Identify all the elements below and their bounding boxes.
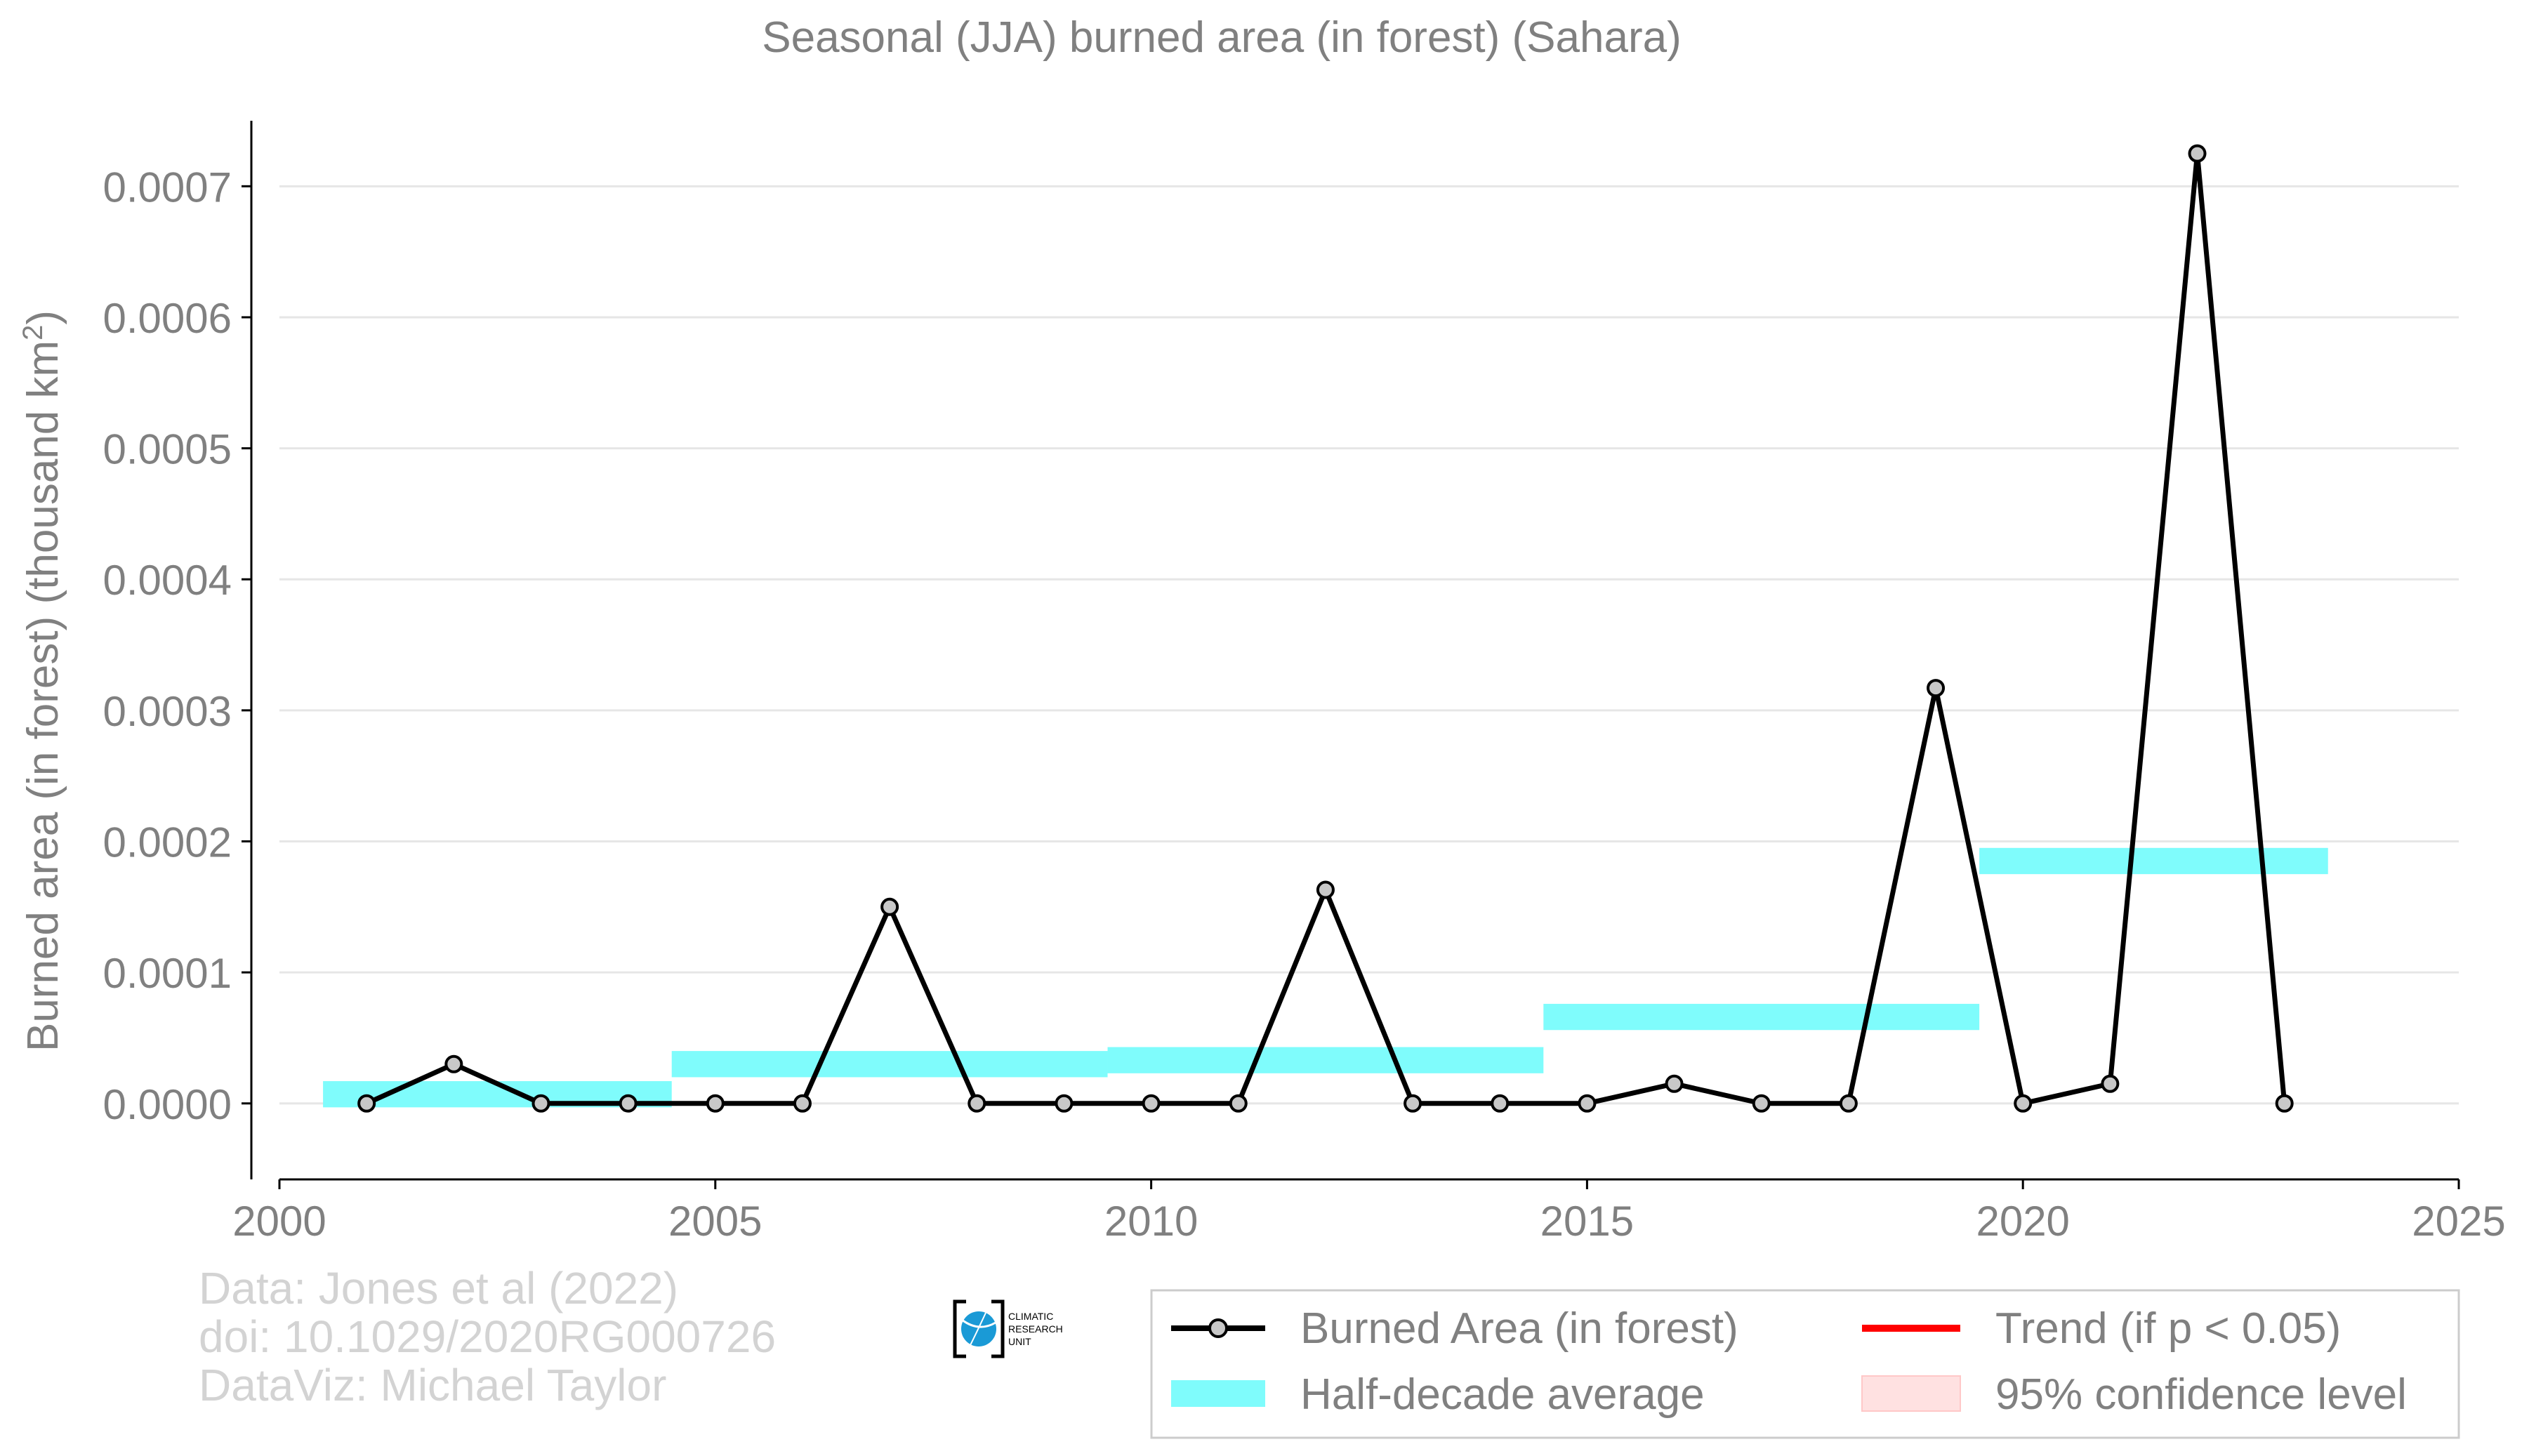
data-point (1665, 1074, 1684, 1093)
legend-frame (1150, 1289, 2460, 1439)
data-point (2101, 1074, 2120, 1093)
data-point (531, 1094, 550, 1113)
logo-text-2: RESEARCH (1008, 1323, 1063, 1335)
x-tick-label: 2000 (232, 1198, 326, 1245)
y-tick-label: 0.0001 (103, 950, 232, 997)
x-axis-ticks: 2000 2005 2010 2015 2020 2025 (232, 1179, 2506, 1245)
series-line (365, 153, 2287, 1106)
x-tick-label: 2025 (2412, 1198, 2505, 1245)
legend-label-trend: Trend (if p < 0.05) (1995, 1304, 2341, 1353)
data-point (444, 1054, 463, 1073)
data-point (357, 1094, 376, 1113)
source-credits: Data: Jones et al (2022) doi: 10.1029/20… (199, 1263, 776, 1410)
legend-entry-burned-area: Burned Area (in forest) (1171, 1304, 1738, 1353)
data-point (1839, 1094, 1858, 1113)
y-tick-label: 0.0005 (103, 426, 232, 473)
data-point (1404, 1094, 1422, 1113)
y-tick-label: 0.0006 (103, 295, 232, 342)
half-decade-bands (323, 847, 2328, 1108)
data-point (1927, 679, 1946, 698)
y-tick-label: 0.0004 (103, 557, 232, 604)
data-point (1055, 1094, 1074, 1113)
data-point (1142, 1094, 1161, 1113)
legend-entry-confidence: 95% confidence level (1861, 1370, 2407, 1419)
data-point (793, 1094, 812, 1113)
data-point (880, 897, 899, 916)
data-point (2188, 144, 2207, 163)
y-tick-label: 0.0003 (103, 688, 232, 735)
chart-title: Seasonal (JJA) burned area (in forest) (… (762, 13, 1682, 62)
data-point (1316, 880, 1335, 899)
half-decade-band (1543, 1003, 1980, 1031)
data-point (2275, 1094, 2294, 1113)
source-line-dataviz: DataViz: Michael Taylor (199, 1360, 666, 1410)
legend-marker (1208, 1318, 1228, 1338)
half-decade-band (671, 1051, 1108, 1078)
x-tick-label: 2010 (1104, 1198, 1198, 1245)
data-point (706, 1094, 725, 1113)
y-tick-label: 0.0000 (103, 1081, 232, 1128)
data-point (1578, 1094, 1597, 1113)
data-point (1752, 1094, 1771, 1113)
cru-logo: CLIMATIC RESEARCH UNIT (953, 1299, 1063, 1358)
y-tick-label: 0.0007 (103, 164, 232, 211)
y-axis-label: Burned area (in forest) (thousand km2) (18, 310, 67, 1052)
data-point (619, 1094, 638, 1113)
legend: Burned Area (in forest) Trend (if p < 0.… (1150, 1289, 2460, 1439)
x-tick-label: 2020 (1976, 1198, 2069, 1245)
legend-label-burned-area: Burned Area (in forest) (1300, 1304, 1738, 1353)
data-point (968, 1094, 986, 1113)
half-decade-band (1979, 847, 2328, 875)
y-tick-label: 0.0002 (103, 819, 232, 866)
x-tick-label: 2005 (668, 1198, 762, 1245)
legend-label-half-decade: Half-decade average (1300, 1370, 1705, 1419)
logo-text-1: CLIMATIC (1008, 1311, 1053, 1322)
axes (250, 121, 2459, 1181)
legend-entry-trend: Trend (if p < 0.05) (1862, 1304, 2341, 1353)
source-line-data: Data: Jones et al (2022) (199, 1263, 678, 1313)
source-line-doi: doi: 10.1029/2020RG000726 (199, 1311, 776, 1362)
burned-area-series (357, 144, 2294, 1113)
y-axis-ticks: 0.0000 0.0001 0.0002 0.0003 0.0004 0.0005 0.00… (103, 164, 251, 1128)
grid-lines (279, 185, 2459, 1105)
x-tick-label: 2015 (1540, 1198, 1634, 1245)
data-point (1491, 1094, 1510, 1113)
legend-entry-half-decade: Half-decade average (1171, 1370, 1705, 1419)
half-decade-band (1107, 1047, 1544, 1073)
data-point (1229, 1094, 1248, 1113)
logo-text-3: UNIT (1008, 1336, 1031, 1347)
legend-label-confidence: 95% confidence level (1995, 1370, 2407, 1419)
data-point (2014, 1094, 2033, 1113)
